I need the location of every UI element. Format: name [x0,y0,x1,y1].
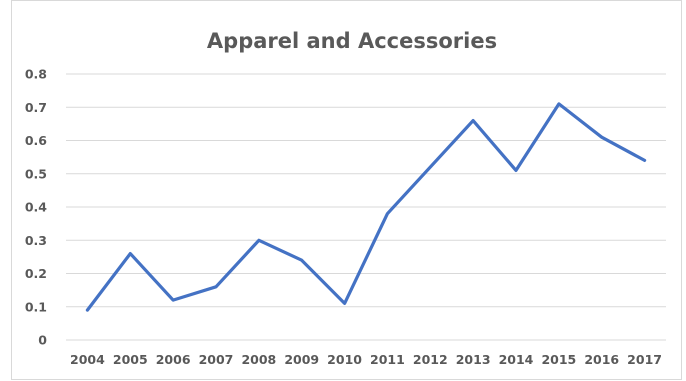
x-tick-label: 2010 [327,352,362,367]
x-tick-label: 2004 [70,352,105,367]
series-lines [85,102,647,312]
y-tick-label: 0 [38,333,47,348]
y-tick-label: 0.8 [25,67,47,82]
series-line [85,102,647,312]
x-tick-label: 2013 [456,352,491,367]
y-tick-label: 0.5 [25,166,47,181]
chart-title: Apparel and Accessories [207,29,497,53]
y-tick-label: 0.7 [25,100,47,115]
gridlines [66,73,666,341]
x-tick-label: 2005 [113,352,148,367]
x-tick-label: 2016 [584,352,619,367]
x-tick-label: 2006 [156,352,191,367]
y-tick-label: 0.4 [25,200,47,215]
chart-frame [11,0,682,380]
x-tick-label: 2012 [413,352,448,367]
x-tick-label: 2015 [541,352,576,367]
y-tick-label: 0.2 [25,266,47,281]
y-tick-label: 0.6 [25,133,47,148]
y-tick-label: 0.3 [25,233,47,248]
y-axis-tick-labels: 0 0.1 0.2 0.3 0.4 0.5 0.6 0.7 0.8 [25,67,47,348]
x-tick-label: 2017 [627,352,662,367]
x-tick-label: 2014 [499,352,534,367]
y-tick-label: 0.1 [25,299,47,314]
x-tick-label: 2007 [199,352,234,367]
x-tick-label: 2009 [284,352,319,367]
x-tick-label: 2008 [241,352,276,367]
x-tick-label: 2011 [370,352,405,367]
x-axis-tick-labels: 2004 2005 2006 2007 2008 2009 2010 2011 2012 2013… [70,352,662,367]
